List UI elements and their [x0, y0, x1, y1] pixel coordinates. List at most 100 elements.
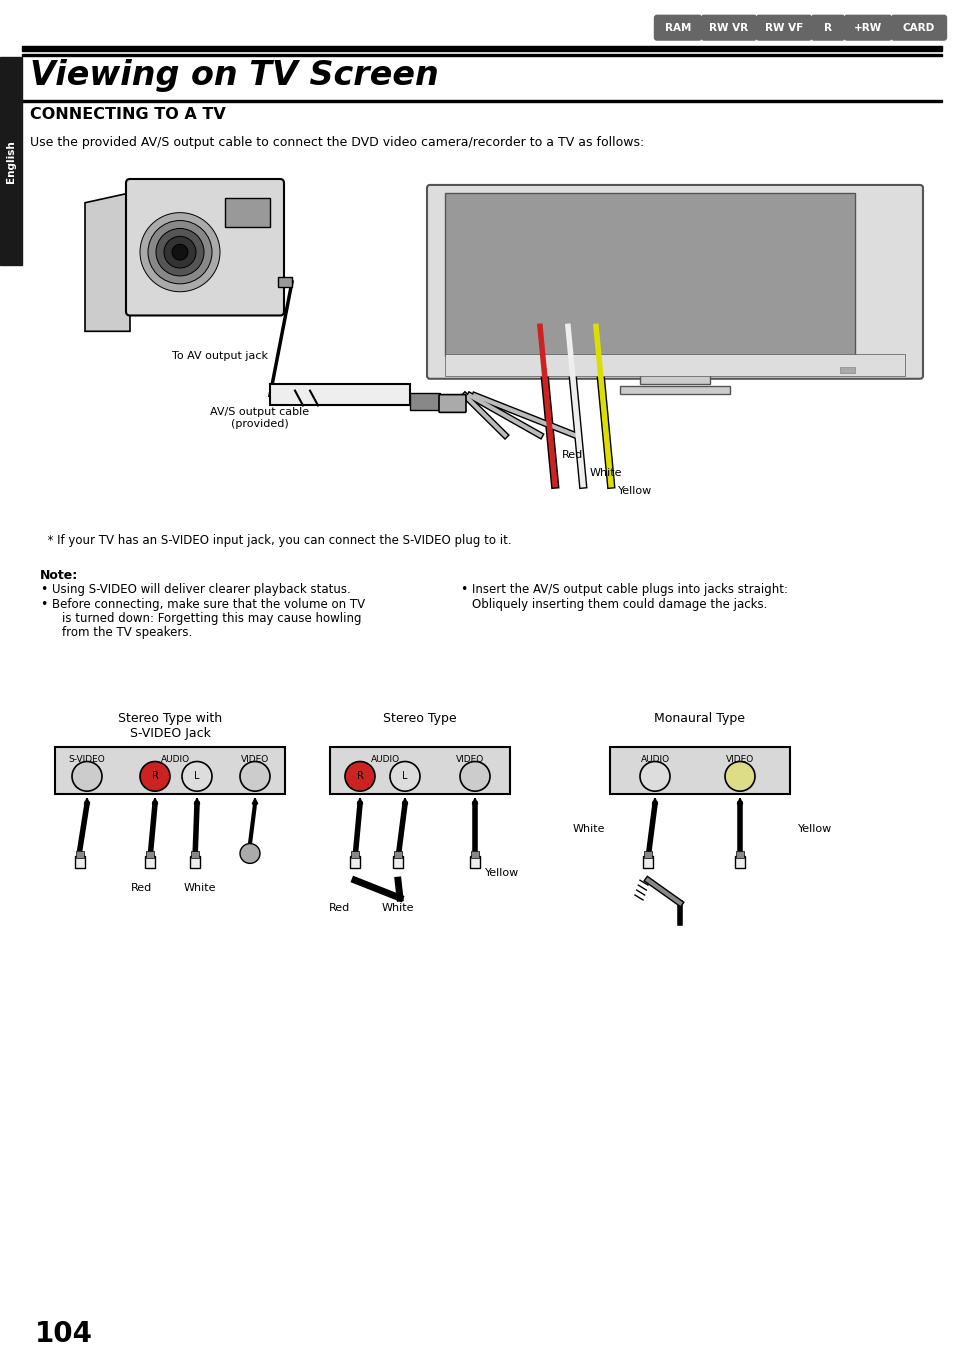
Text: S-VIDEO: S-VIDEO	[69, 754, 105, 764]
Circle shape	[156, 228, 204, 276]
Bar	[393, 856, 402, 868]
Bar	[471, 850, 478, 859]
Text: Using S-VIDEO will deliver clearer playback status.: Using S-VIDEO will deliver clearer playb…	[52, 583, 351, 595]
Text: VIDEO: VIDEO	[725, 754, 753, 764]
Text: AUDIO: AUDIO	[160, 754, 190, 764]
Bar	[0, 57, 22, 265]
FancyBboxPatch shape	[654, 15, 700, 41]
Bar	[351, 850, 358, 859]
Bar	[330, 746, 510, 794]
Text: White: White	[589, 468, 622, 477]
Circle shape	[172, 245, 188, 260]
Circle shape	[240, 761, 270, 791]
Text: Red: Red	[561, 450, 582, 460]
Text: VIDEO: VIDEO	[240, 754, 269, 764]
Text: White: White	[572, 823, 604, 834]
Circle shape	[459, 761, 490, 791]
FancyBboxPatch shape	[700, 15, 756, 41]
Text: Note:: Note:	[40, 569, 78, 581]
Text: To video/audio
input jacks: To video/audio input jacks	[539, 293, 619, 315]
Bar	[76, 850, 84, 859]
Text: 104: 104	[35, 1321, 92, 1348]
Text: •: •	[40, 599, 48, 611]
Circle shape	[148, 220, 212, 284]
Text: Use the provided AV/S output cable to connect the DVD video camera/recorder to a: Use the provided AV/S output cable to co…	[30, 137, 643, 150]
Bar	[145, 856, 154, 868]
FancyBboxPatch shape	[427, 185, 923, 379]
Circle shape	[240, 844, 260, 864]
Text: Stereo Type with
S-VIDEO Jack: Stereo Type with S-VIDEO Jack	[118, 713, 222, 740]
Text: •: •	[40, 583, 48, 595]
Bar	[444, 193, 854, 356]
Circle shape	[390, 761, 419, 791]
Circle shape	[164, 237, 195, 268]
Text: Monaural Type: Monaural Type	[654, 713, 744, 725]
Circle shape	[140, 212, 220, 292]
Text: White: White	[184, 883, 216, 894]
Text: RAM: RAM	[664, 23, 691, 32]
Circle shape	[639, 761, 669, 791]
Bar	[619, 385, 729, 393]
Text: Before connecting, make sure that the volume on TV: Before connecting, make sure that the vo…	[52, 599, 365, 611]
Bar	[225, 197, 270, 227]
Text: Yellow: Yellow	[797, 823, 831, 834]
Text: Viewing on TV Screen: Viewing on TV Screen	[30, 59, 438, 92]
Text: R: R	[823, 23, 831, 32]
Bar	[22, 54, 941, 57]
Bar	[735, 850, 743, 859]
Text: AUDIO: AUDIO	[370, 754, 399, 764]
Text: * If your TV has an S-VIDEO input jack, you can connect the S-VIDEO plug to it.: * If your TV has an S-VIDEO input jack, …	[40, 534, 511, 548]
Text: CONNECTING TO A TV: CONNECTING TO A TV	[30, 107, 226, 122]
Text: Red: Red	[329, 903, 351, 913]
Bar	[444, 354, 904, 376]
Text: English: English	[6, 139, 16, 183]
FancyBboxPatch shape	[890, 15, 945, 41]
Text: CARD: CARD	[902, 23, 934, 32]
Text: To AV output jack: To AV output jack	[172, 352, 268, 361]
Circle shape	[345, 761, 375, 791]
Bar	[22, 100, 941, 101]
Text: is turned down: Forgetting this may cause howling: is turned down: Forgetting this may caus…	[62, 612, 361, 625]
Bar	[22, 46, 941, 51]
Circle shape	[71, 761, 102, 791]
Bar	[350, 856, 359, 868]
Circle shape	[724, 761, 754, 791]
Polygon shape	[85, 193, 130, 331]
Text: L: L	[194, 772, 199, 781]
FancyBboxPatch shape	[843, 15, 890, 41]
Bar	[270, 384, 410, 406]
Bar	[643, 850, 651, 859]
Bar	[190, 856, 200, 868]
Circle shape	[140, 761, 170, 791]
Text: AV/S output cable
(provided): AV/S output cable (provided)	[211, 407, 309, 429]
Bar	[639, 375, 709, 384]
Bar	[277, 277, 292, 287]
Text: Stereo Type: Stereo Type	[383, 713, 456, 725]
FancyBboxPatch shape	[438, 395, 465, 412]
Text: R: R	[356, 772, 363, 781]
Bar	[609, 746, 789, 794]
Text: Yellow: Yellow	[618, 485, 652, 496]
Bar	[191, 850, 199, 859]
FancyBboxPatch shape	[756, 15, 811, 41]
Bar	[55, 746, 285, 794]
Bar	[410, 392, 439, 411]
Circle shape	[182, 761, 212, 791]
Bar	[734, 856, 744, 868]
Text: White: White	[381, 903, 414, 913]
Bar	[470, 856, 479, 868]
Bar	[75, 856, 85, 868]
Bar	[642, 856, 652, 868]
Text: R: R	[152, 772, 158, 781]
Text: •: •	[459, 583, 467, 595]
Text: To S-VIDEO
input jack*: To S-VIDEO input jack*	[449, 293, 510, 315]
Text: Obliquely inserting them could damage the jacks.: Obliquely inserting them could damage th…	[472, 599, 766, 611]
Text: RW VF: RW VF	[764, 23, 802, 32]
Text: RW VR: RW VR	[709, 23, 748, 32]
Bar	[840, 366, 854, 373]
Text: Insert the AV/S output cable plugs into jacks straight:: Insert the AV/S output cable plugs into …	[472, 583, 787, 595]
Bar	[394, 850, 401, 859]
Text: from the TV speakers.: from the TV speakers.	[62, 626, 193, 639]
FancyBboxPatch shape	[126, 178, 284, 315]
Text: AUDIO: AUDIO	[639, 754, 669, 764]
